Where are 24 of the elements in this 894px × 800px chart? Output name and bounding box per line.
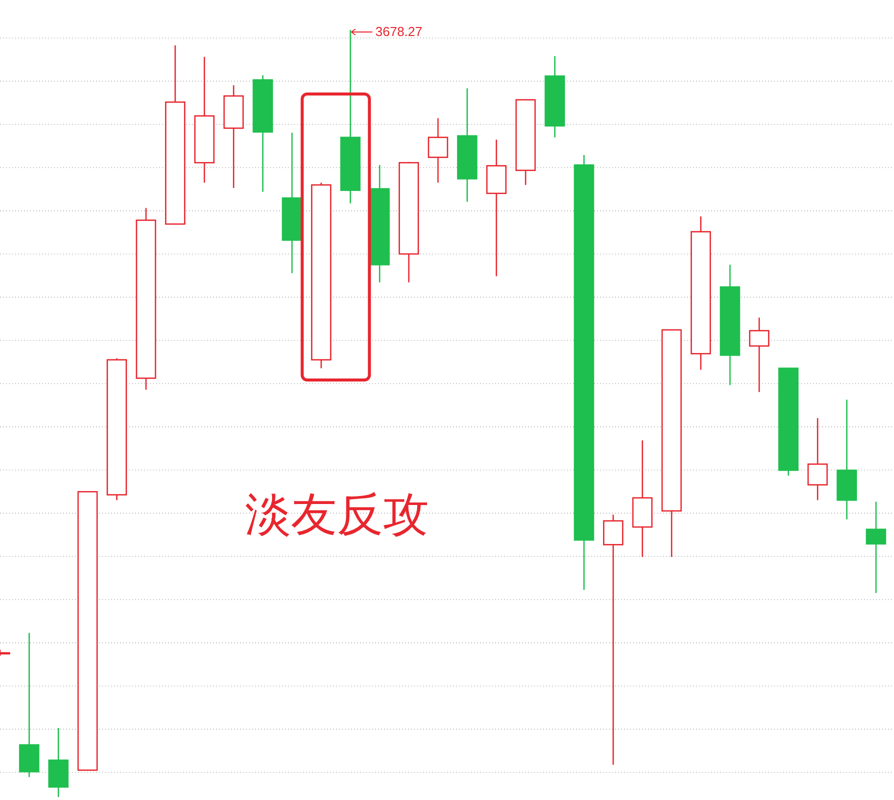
candlestick	[574, 154, 594, 591]
candlestick	[836, 399, 857, 520]
candlestick	[136, 207, 156, 390]
candlestick	[428, 118, 448, 184]
candlestick	[223, 84, 244, 189]
candlestick	[340, 29, 361, 204]
candlestick	[807, 417, 828, 501]
candlestick	[720, 264, 740, 386]
candlestick	[19, 632, 40, 778]
candlestick	[311, 182, 332, 369]
candlestick	[690, 216, 711, 370]
annotation: 淡友反攻	[245, 487, 429, 541]
candlestick	[603, 514, 624, 766]
candlestick	[632, 440, 653, 558]
candlestick	[457, 88, 478, 202]
candlestick	[486, 139, 507, 277]
candlestick	[369, 164, 390, 283]
annotation: 3678.27	[375, 24, 422, 39]
candlestick	[48, 727, 69, 798]
candlestick	[749, 316, 770, 393]
candlestick	[282, 132, 302, 274]
candlestick	[194, 56, 215, 184]
candlestick	[544, 55, 565, 138]
candlestick	[866, 501, 886, 594]
